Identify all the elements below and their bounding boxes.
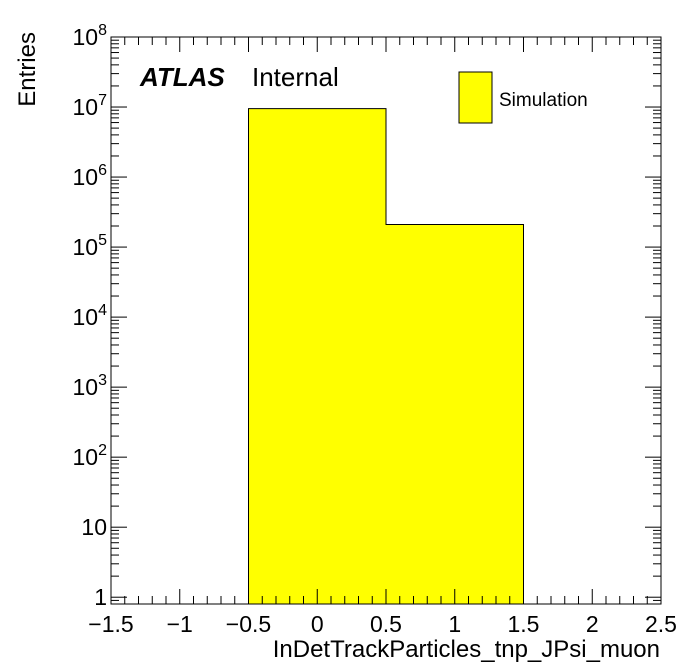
y-tick-label: 104 xyxy=(73,302,108,330)
x-tick-label: 2 xyxy=(586,611,599,637)
y-tick-label: 108 xyxy=(73,22,108,50)
x-tick-labels: −1.5 −1 −0.5 0 0.5 1 1.5 2 2.5 xyxy=(88,611,677,637)
atlas-label: ATLAS xyxy=(139,62,225,92)
x-tick-label: 0.5 xyxy=(370,611,402,637)
y-tick-label: 107 xyxy=(73,92,108,120)
y-tick-label: 102 xyxy=(73,442,108,470)
axis-ticks xyxy=(110,36,662,605)
y-tick-labels: 1 10 102 103 104 105 106 107 108 xyxy=(73,22,108,610)
internal-label: Internal xyxy=(252,62,339,92)
y-tick-label: 1 xyxy=(94,584,107,610)
x-axis-label: InDetTrackParticles_tnp_JPsi_muon xyxy=(273,636,660,663)
legend-label-simulation: Simulation xyxy=(499,90,588,111)
legend: Simulation xyxy=(458,71,588,124)
x-tick-label: 1.5 xyxy=(508,611,540,637)
histogram-bar xyxy=(248,108,386,604)
legend-swatch-simulation xyxy=(458,71,493,124)
histogram-outline xyxy=(111,108,661,605)
x-tick-label: −1.5 xyxy=(88,611,133,637)
x-tick-label: 0 xyxy=(311,611,324,637)
y-tick-label: 10 xyxy=(81,514,107,540)
x-tick-label: −0.5 xyxy=(226,611,271,637)
histogram-bars xyxy=(111,108,661,605)
y-tick-label: 103 xyxy=(73,372,108,400)
x-tick-label: 2.5 xyxy=(645,611,677,637)
histogram-bar xyxy=(386,224,524,605)
x-tick-label: −1 xyxy=(167,611,193,637)
y-tick-label: 106 xyxy=(73,162,108,190)
x-tick-label: 1 xyxy=(448,611,461,637)
y-axis-label: Entries xyxy=(14,32,41,107)
y-tick-label: 105 xyxy=(73,232,108,260)
